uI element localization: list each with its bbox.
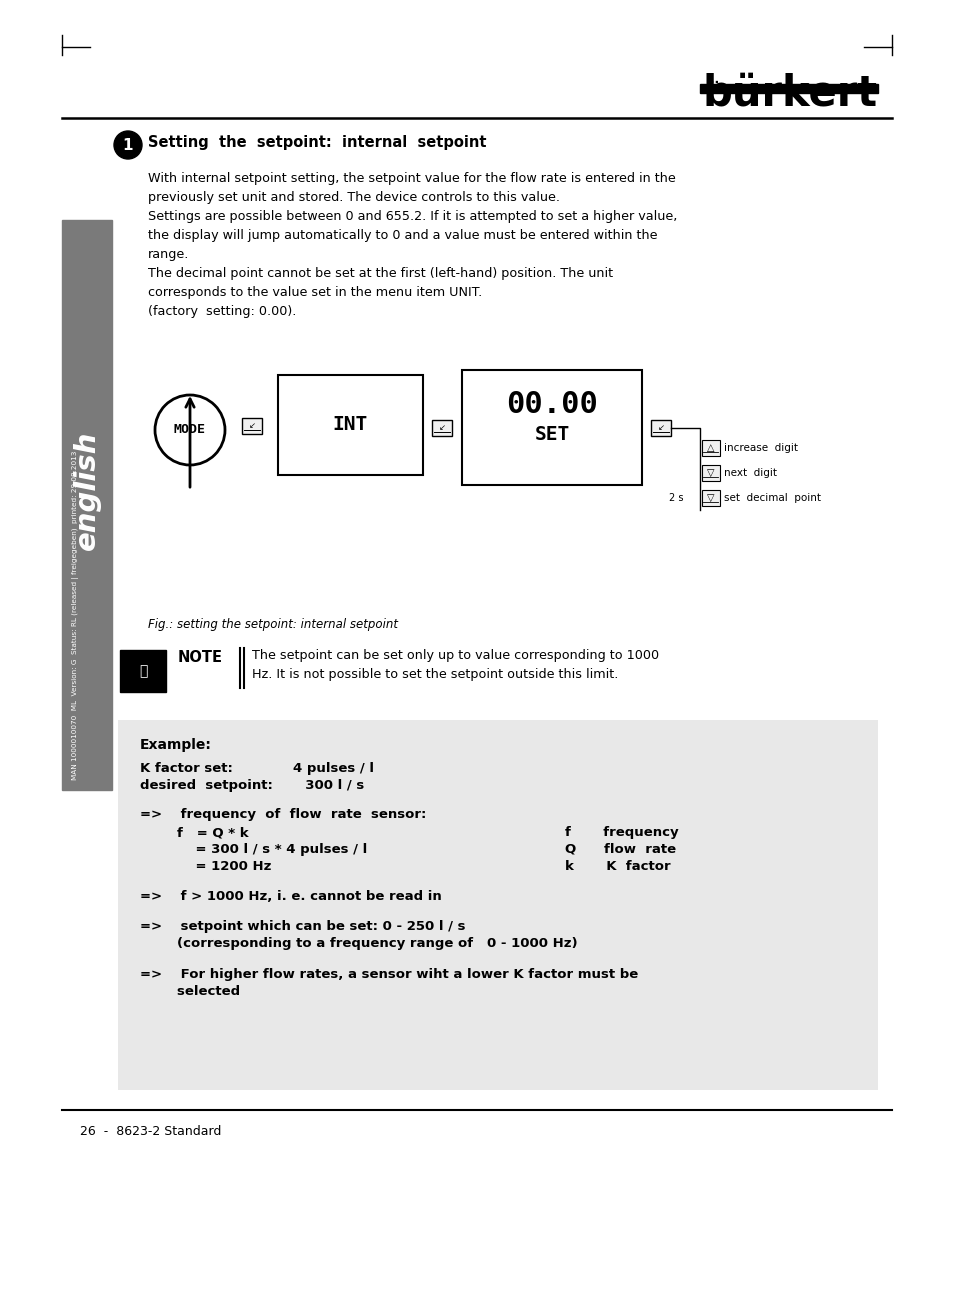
Text: next  digit: next digit — [723, 468, 776, 478]
Text: Setting  the  setpoint:  internal  setpoint: Setting the setpoint: internal setpoint — [148, 136, 486, 150]
Text: ▽: ▽ — [706, 493, 714, 503]
Text: With internal setpoint setting, the setpoint value for the flow rate is entered : With internal setpoint setting, the setp… — [148, 173, 677, 318]
Text: =>    For higher flow rates, a sensor wiht a lower K factor must be: => For higher flow rates, a sensor wiht … — [140, 968, 638, 982]
Bar — [277, 375, 422, 474]
Bar — [242, 418, 262, 434]
Bar — [62, 220, 112, 789]
Text: NOTE: NOTE — [178, 650, 223, 665]
Bar — [432, 420, 452, 437]
Text: 🔧: 🔧 — [139, 664, 147, 678]
Text: ▽: ▽ — [706, 468, 714, 478]
Text: 1: 1 — [123, 137, 133, 153]
Text: bürkert: bürkert — [702, 73, 877, 115]
Text: K factor set:             4 pulses / l: K factor set: 4 pulses / l — [140, 762, 374, 775]
Text: MODE: MODE — [173, 423, 206, 437]
Text: ...: ... — [705, 73, 720, 86]
Text: 2 s: 2 s — [669, 493, 683, 503]
Text: k       K  factor: k K factor — [564, 860, 670, 873]
Text: 26  -  8623-2 Standard: 26 - 8623-2 Standard — [80, 1125, 221, 1138]
Bar — [461, 370, 641, 485]
Bar — [701, 490, 720, 506]
Text: f   = Q * k: f = Q * k — [140, 826, 249, 839]
Circle shape — [113, 131, 142, 159]
Text: increase  digit: increase digit — [723, 443, 797, 454]
Bar — [701, 440, 720, 456]
Text: Q      flow  rate: Q flow rate — [564, 843, 676, 856]
Text: (corresponding to a frequency range of   0 - 1000 Hz): (corresponding to a frequency range of 0… — [140, 937, 577, 950]
Text: ↙: ↙ — [657, 423, 664, 433]
Text: SET: SET — [534, 426, 569, 444]
Text: The setpoint can be set only up to value corresponding to 1000
Hz. It is not pos: The setpoint can be set only up to value… — [252, 650, 659, 681]
Text: Fig.: setting the setpoint: internal setpoint: Fig.: setting the setpoint: internal set… — [148, 618, 397, 631]
Text: = 1200 Hz: = 1200 Hz — [140, 860, 271, 873]
Text: set  decimal  point: set decimal point — [723, 493, 821, 503]
Text: =>    f > 1000 Hz, i. e. cannot be read in: => f > 1000 Hz, i. e. cannot be read in — [140, 890, 441, 903]
Text: f       frequency: f frequency — [564, 826, 678, 839]
Text: english: english — [73, 430, 101, 550]
Bar — [118, 720, 877, 1090]
Bar — [701, 465, 720, 481]
Text: MAN 1000010070  ML  Version: G  Status: RL (released | freigegeben)  printed: 29: MAN 1000010070 ML Version: G Status: RL … — [72, 451, 79, 780]
Text: selected: selected — [140, 985, 240, 999]
Bar — [120, 650, 166, 691]
Text: INT: INT — [333, 416, 368, 434]
Bar — [650, 420, 670, 437]
Text: ↙: ↙ — [438, 423, 445, 433]
Text: =>    setpoint which can be set: 0 - 250 l / s: => setpoint which can be set: 0 - 250 l … — [140, 920, 465, 933]
Text: 00.00: 00.00 — [505, 391, 598, 420]
Text: ↙: ↙ — [248, 421, 255, 430]
Text: =>    frequency  of  flow  rate  sensor:: => frequency of flow rate sensor: — [140, 808, 426, 821]
Bar — [700, 84, 877, 93]
Text: = 300 l / s * 4 pulses / l: = 300 l / s * 4 pulses / l — [140, 843, 367, 856]
Text: △: △ — [706, 443, 714, 454]
Text: Example:: Example: — [140, 738, 212, 752]
Text: desired  setpoint:       300 l / s: desired setpoint: 300 l / s — [140, 779, 364, 792]
